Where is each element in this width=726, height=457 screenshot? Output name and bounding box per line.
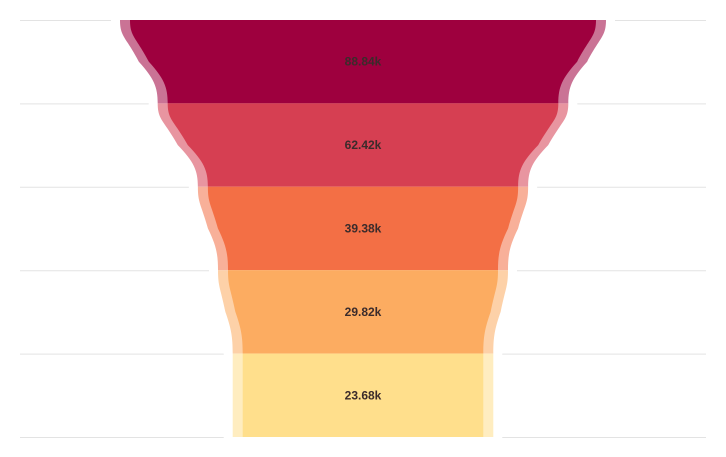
grid-lines — [20, 20, 706, 438]
funnel-stage-2[interactable] — [167, 103, 559, 187]
value-label-5: 23.68k — [345, 388, 382, 402]
funnel-stage-1[interactable] — [130, 20, 596, 104]
funnel-stage-5[interactable] — [242, 353, 484, 437]
value-label-4: 29.82k — [345, 305, 382, 319]
funnel-stage-4[interactable] — [228, 270, 498, 354]
funnel-stages — [120, 20, 606, 437]
value-label-2: 62.42k — [345, 138, 382, 152]
funnel-stage-3[interactable] — [207, 186, 519, 271]
value-label-3: 39.38k — [345, 222, 382, 236]
value-label-1: 88.84k — [345, 55, 382, 69]
value-labels: 88.84k 62.42k 39.38k 29.82k 23.68k — [345, 55, 382, 403]
